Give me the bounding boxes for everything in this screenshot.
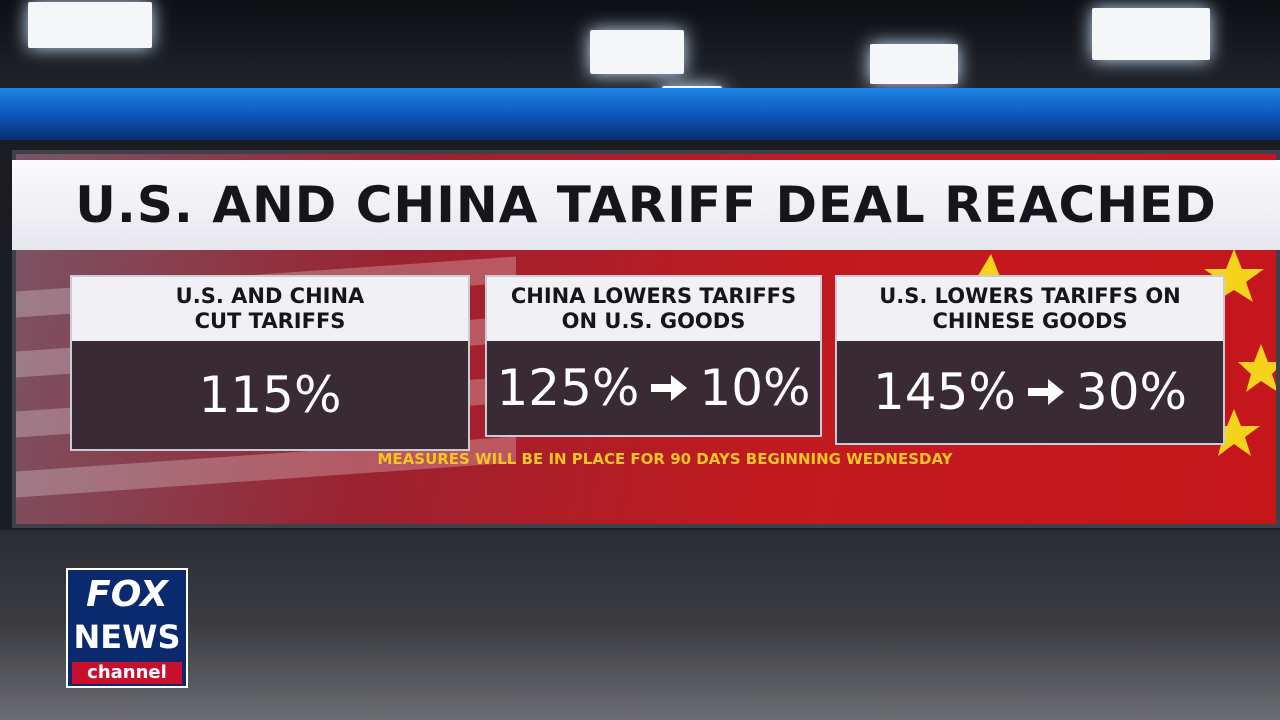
blue-band	[0, 88, 1280, 140]
logo-text: NEWS	[73, 618, 181, 656]
tariff-value: 10%	[699, 359, 811, 417]
panel-header: U.S. LOWERS TARIFFS ON CHINESE GOODS	[837, 277, 1223, 341]
footnote: MEASURES WILL BE IN PLACE FOR 90 DAYS BE…	[377, 450, 953, 468]
studio-light	[870, 44, 958, 84]
arrow	[651, 375, 688, 401]
panel-header-text: U.S. LOWERS TARIFFS ON CHINESE GOODS	[879, 284, 1181, 333]
tariff-value: 125%	[496, 359, 640, 417]
studio-floor	[0, 530, 1280, 720]
panel-body: 145% 30%	[837, 341, 1223, 443]
star	[1208, 409, 1260, 456]
tariff-value: 30%	[1075, 363, 1188, 421]
panel: U.S. LOWERS TARIFFS ON CHINESE GOODS 145…	[835, 275, 1225, 445]
panel-header-text: U.S. AND CHINA CUT TARIFFS	[175, 284, 365, 333]
network-logo: FOX NEWS channel	[66, 568, 188, 688]
panel-header-text: CHINA LOWERS TARIFFS ON U.S. GOODS	[510, 284, 797, 333]
studio-light	[1092, 8, 1210, 60]
title: U.S. AND CHINA TARIFF DEAL REACHED	[75, 176, 1217, 234]
panel-header: CHINA LOWERS TARIFFS ON U.S. GOODS	[487, 277, 820, 341]
star	[1204, 249, 1264, 302]
studio-light	[590, 30, 684, 74]
panel: CHINA LOWERS TARIFFS ON U.S. GOODS 125% …	[485, 275, 822, 437]
panel-body: 115%	[72, 341, 468, 449]
panel: U.S. AND CHINA CUT TARIFFS 115%	[70, 275, 470, 451]
title-bar: U.S. AND CHINA TARIFF DEAL REACHED	[12, 160, 1280, 250]
panel-body: 125% 10%	[487, 341, 820, 435]
tariff-value: 115%	[198, 366, 342, 424]
logo-text: FOX	[86, 574, 168, 615]
star	[976, 254, 1001, 279]
star	[1238, 344, 1276, 392]
studio-ceiling	[0, 0, 1280, 104]
studio-light	[28, 2, 152, 48]
panel-header: U.S. AND CHINA CUT TARIFFS	[72, 277, 468, 341]
logo-text: channel	[72, 662, 182, 684]
arrow	[1027, 379, 1064, 405]
flag-stars	[976, 249, 1276, 456]
tariff-value: 145%	[872, 363, 1016, 421]
